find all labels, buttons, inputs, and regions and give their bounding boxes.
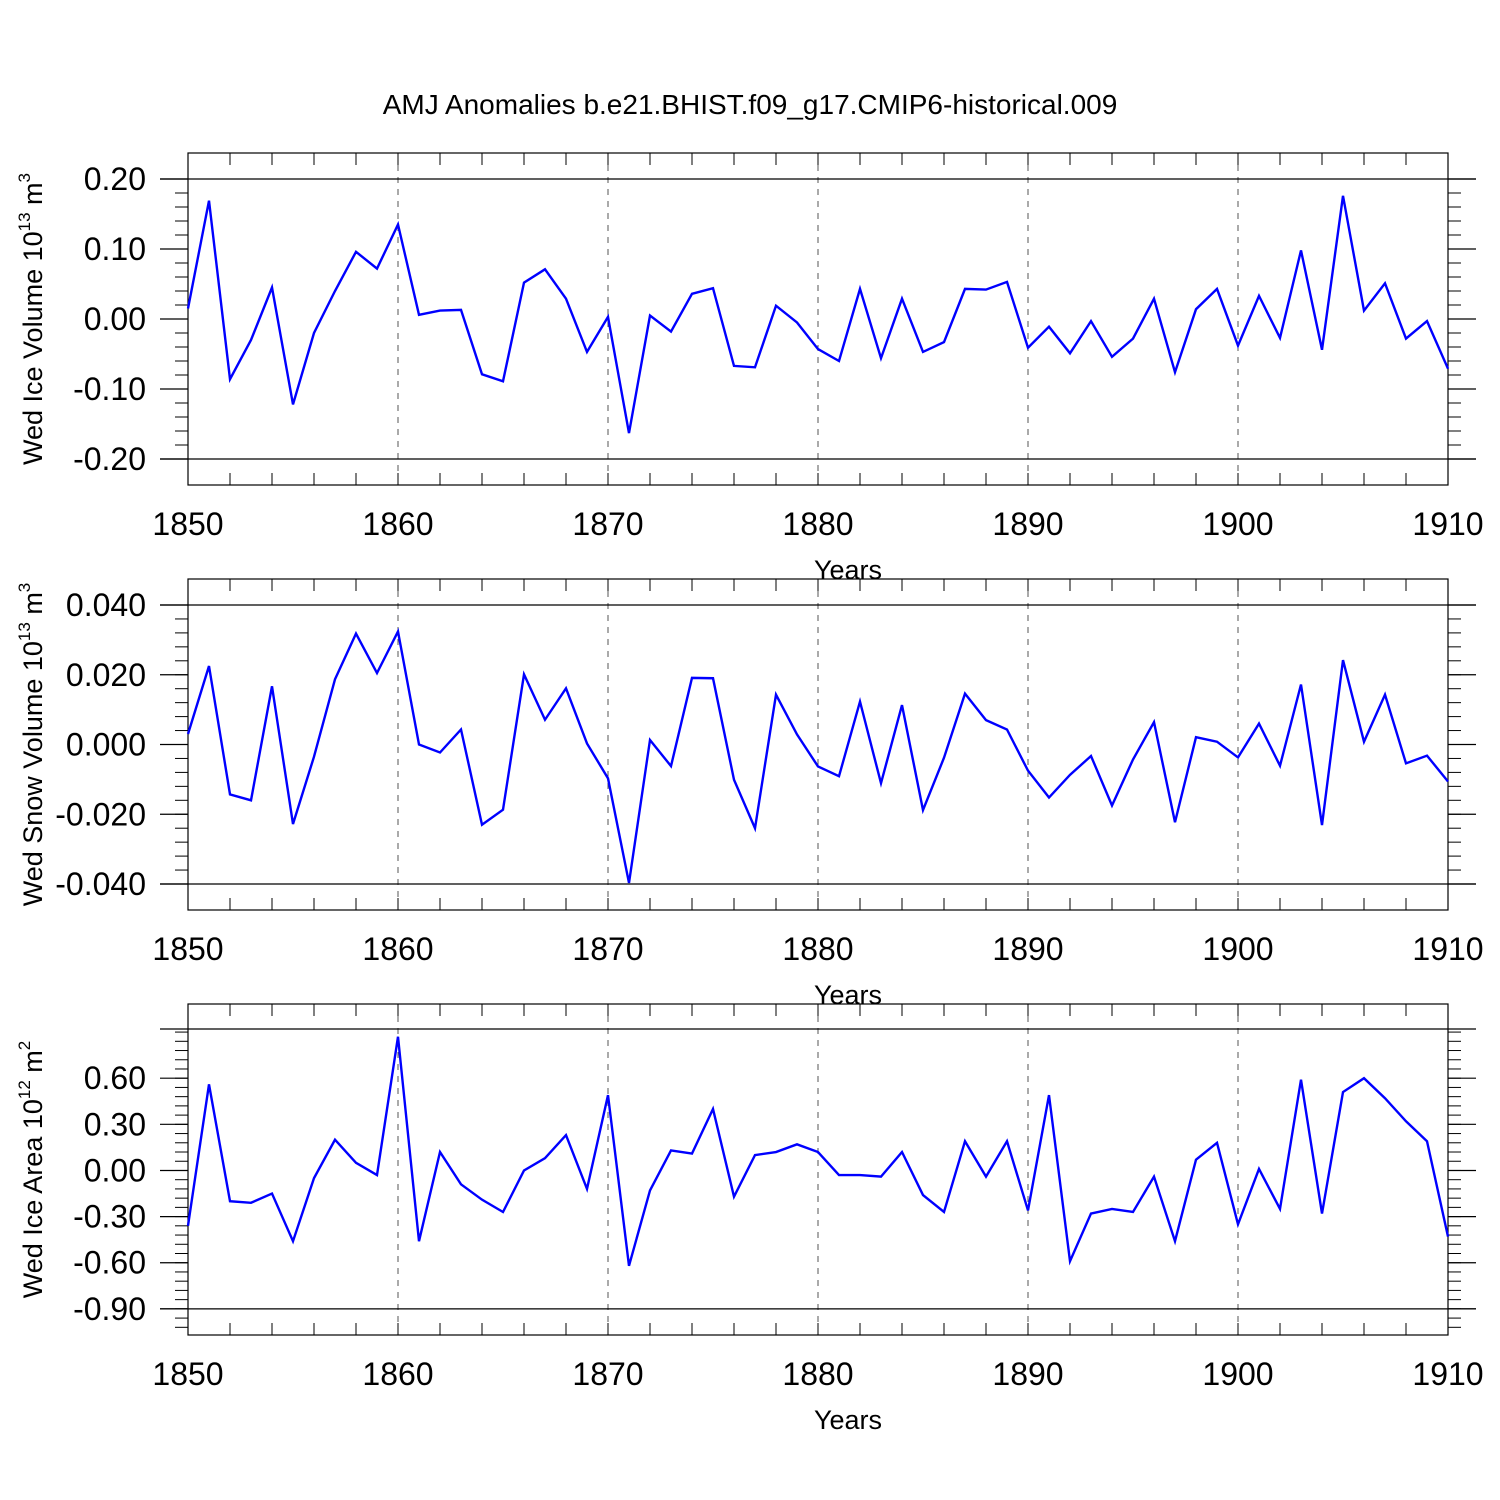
- x-tick-label: 1850: [152, 506, 223, 542]
- panel-snow-volume: 1850 1860 1870 1880 1890 1900 1910 0.040 0.020 0.…: [15, 578, 1484, 1010]
- x-tick-label: 1890: [992, 931, 1063, 967]
- y-tick-label: 0.10: [84, 231, 146, 267]
- y-axis-label-unit: m: [18, 592, 48, 622]
- x-tick-label: 1900: [1202, 931, 1273, 967]
- y-axis-label: Wed Snow Volume 1013 m3: [15, 583, 48, 907]
- x-tick-label: 1870: [572, 1356, 643, 1392]
- y-axis-label-text: Wed Snow Volume 10: [18, 641, 48, 906]
- series-line-ice-volume: [186, 195, 1450, 434]
- x-tick-label: 1890: [992, 506, 1063, 542]
- chart-title: AMJ Anomalies b.e21.BHIST.f09_g17.CMIP6-…: [383, 89, 1118, 120]
- y-axis-label-text: Wed Ice Area 10: [18, 1099, 48, 1298]
- x-tick-label: 1890: [992, 1356, 1063, 1392]
- y-tick-label: -0.90: [73, 1291, 146, 1327]
- y-tick-label: -0.30: [73, 1199, 146, 1235]
- y-axis-label-exponent: 13: [15, 622, 34, 641]
- y-axis-label-unit-exponent: 2: [15, 1041, 34, 1050]
- x-tick-label: 1850: [152, 1356, 223, 1392]
- x-tick-label: 1910: [1412, 931, 1483, 967]
- y-tick-label: 0.020: [66, 657, 146, 693]
- y-tick-label: 0.30: [84, 1106, 146, 1142]
- y-axis-label-exponent: 13: [15, 212, 34, 231]
- x-tick-label: 1910: [1412, 1356, 1483, 1392]
- x-tick-label: 1850: [152, 931, 223, 967]
- y-axis-label-exponent: 12: [15, 1080, 34, 1099]
- series-line-ice-area: [186, 1036, 1450, 1267]
- x-tick-label: 1860: [362, 506, 433, 542]
- series-line-snow-volume: [186, 627, 1449, 884]
- x-tick-label: 1880: [782, 506, 853, 542]
- x-tick-label: 1860: [362, 931, 433, 967]
- y-tick-label: -0.20: [73, 441, 146, 477]
- x-axis-label: Years: [814, 980, 882, 1010]
- y-axis-label: Wed Ice Volume 1013 m3: [15, 173, 48, 465]
- y-axis-label-text: Wed Ice Volume 10: [18, 231, 48, 465]
- x-tick-label: 1870: [572, 931, 643, 967]
- x-axis-label: Years: [814, 1405, 882, 1435]
- x-tick-label: 1900: [1202, 506, 1273, 542]
- x-tick-label: 1860: [362, 1356, 433, 1392]
- x-tick-label: 1910: [1412, 506, 1483, 542]
- y-tick-label: -0.020: [55, 796, 146, 832]
- y-tick-label: 0.00: [84, 1152, 146, 1188]
- y-tick-label: 0.040: [66, 587, 146, 623]
- y-tick-label: -0.60: [73, 1245, 146, 1281]
- x-tick-label: 1880: [782, 1356, 853, 1392]
- y-axis-label-unit: m: [18, 1050, 48, 1080]
- x-tick-label: 1900: [1202, 1356, 1273, 1392]
- y-tick-label: 0.000: [66, 727, 146, 763]
- y-tick-label: 0.00: [84, 301, 146, 337]
- panel-ice-volume: 1850 1860 1870 1880 1890 1900 1910 0.20 0.10 0.00…: [15, 152, 1484, 585]
- panel-ice-area: 1850 1860 1870 1880 1890 1900 1910 0.60 0.30 0.00…: [15, 1003, 1484, 1435]
- y-tick-label: 0.60: [84, 1060, 146, 1096]
- y-axis-label: Wed Ice Area 1012 m2: [15, 1041, 48, 1299]
- y-tick-label: 0.20: [84, 161, 146, 197]
- y-tick-label: -0.040: [55, 866, 146, 902]
- x-tick-label: 1870: [572, 506, 643, 542]
- y-axis-label-unit: m: [18, 182, 48, 212]
- y-axis-label-unit-exponent: 3: [15, 173, 34, 182]
- x-axis-label: Years: [814, 555, 882, 585]
- y-tick-label: -0.10: [73, 371, 146, 407]
- x-tick-label: 1880: [782, 931, 853, 967]
- y-axis-label-unit-exponent: 3: [15, 583, 34, 592]
